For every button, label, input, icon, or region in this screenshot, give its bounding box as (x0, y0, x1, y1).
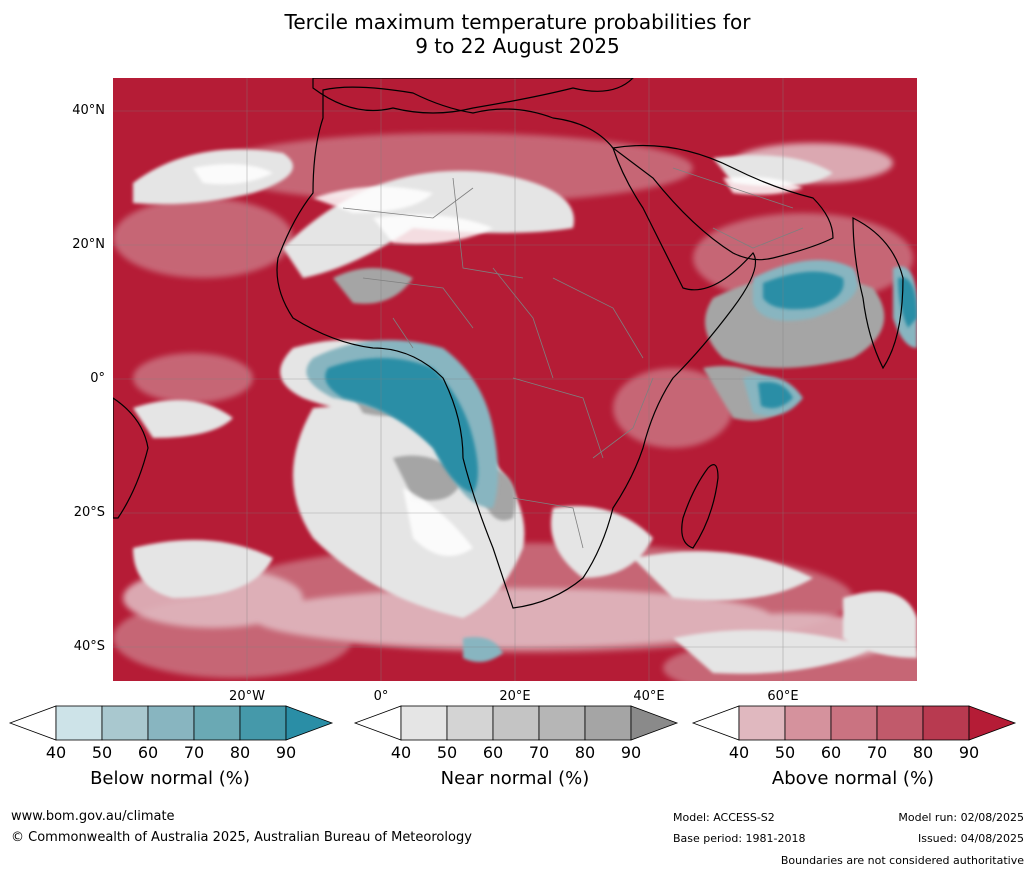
lon-label-0: 0° (373, 689, 389, 704)
lat-label-20n: 20°N (72, 237, 105, 252)
lat-label-0: 0° (90, 371, 105, 386)
above-normal-segment (738, 705, 786, 741)
map-title-line-2: 9 to 22 August 2025 (415, 34, 620, 58)
below-normal-over-triangle (285, 705, 334, 741)
above-normal-tick-label: 70 (866, 743, 888, 762)
near-normal-tick-label: 90 (620, 743, 642, 762)
legend-colorbar-near-normal (353, 705, 679, 741)
near-normal-tick-label: 80 (574, 743, 596, 762)
lon-label-60e: 60°E (767, 689, 799, 704)
above-normal-tick-label: 50 (774, 743, 796, 762)
madagascar-outline (681, 464, 719, 549)
below-normal-tick-label: 70 (183, 743, 205, 762)
near-normal-tick-label: 50 (436, 743, 458, 762)
legend-title-above-normal: Above normal (%) (771, 768, 935, 789)
below-normal-segment (101, 705, 149, 741)
country-borders (342, 167, 804, 549)
near-normal-tick-label: 40 (390, 743, 412, 762)
above-normal-pale-fields (123, 143, 893, 663)
below-normal-segment (147, 705, 195, 741)
below-normal-tick-label: 90 (275, 743, 297, 762)
near-normal-whiter-fields (193, 164, 803, 556)
near-normal-segment (446, 705, 494, 741)
near-normal-segment (492, 705, 540, 741)
legend-colorbar-below-normal (8, 705, 334, 741)
lat-label-40s: 40°S (73, 639, 105, 654)
footer-model: Model: ACCESS-S2 (673, 811, 775, 824)
map-canvas (113, 78, 917, 681)
above-normal-segment (784, 705, 832, 741)
near-normal-segment (400, 705, 448, 741)
above-normal-tick-label: 80 (912, 743, 934, 762)
below-normal-segment (193, 705, 241, 741)
lon-label-40e: 40°E (633, 689, 665, 704)
above-normal-tick-label: 40 (728, 743, 750, 762)
near-normal-tick-label: 60 (482, 743, 504, 762)
lon-label-20w: 20°W (229, 689, 265, 704)
legend-title-below-normal: Below normal (%) (90, 768, 250, 789)
europe-coastline (312, 78, 634, 114)
india-coastline (852, 217, 904, 370)
near-normal-under-triangle (353, 705, 402, 741)
arabia-coastline (611, 144, 834, 261)
footer-disclaimer: Boundaries are not considered authoritat… (780, 854, 1024, 867)
south-america-coastline (113, 397, 149, 519)
footer-copyright: © Commonwealth of Australia 2025, Austra… (11, 830, 472, 845)
footer-model-run: Model run: 02/08/2025 (898, 811, 1024, 824)
footer-base-period: Base period: 1981-2018 (673, 832, 806, 845)
below-normal-tick-label: 40 (45, 743, 67, 762)
legend-title-near-normal: Near normal (%) (440, 768, 590, 789)
below-normal-tick-label: 50 (91, 743, 113, 762)
africa-coastline (276, 86, 757, 609)
above-normal-segment (876, 705, 924, 741)
map-graticule (113, 78, 917, 681)
footer-issued: Issued: 04/08/2025 (917, 832, 1024, 845)
lon-label-20e: 20°E (499, 689, 531, 704)
below-normal-segment (55, 705, 103, 741)
near-normal-over-triangle (630, 705, 679, 741)
above-normal-segment (922, 705, 970, 741)
coastline-outlines (113, 78, 904, 609)
below-normal-segment (239, 705, 287, 741)
below-normal-under-triangle (8, 705, 57, 741)
footer-website: www.bom.gov.au/climate (11, 809, 175, 824)
above-normal-tick-label: 90 (958, 743, 980, 762)
below-normal-tick-label: 60 (137, 743, 159, 762)
near-normal-segment (584, 705, 632, 741)
lat-label-20s: 20°S (73, 505, 105, 520)
legend-colorbar-above-normal (691, 705, 1017, 741)
above-normal-segment (830, 705, 878, 741)
above-normal-over-triangle (968, 705, 1017, 741)
below-normal-tick-label: 80 (229, 743, 251, 762)
above-normal-tick-label: 60 (820, 743, 842, 762)
map-title-line-1: Tercile maximum temperature probabilitie… (284, 10, 751, 34)
lat-label-40n: 40°N (72, 103, 105, 118)
above-normal-under-triangle (691, 705, 740, 741)
near-normal-tick-label: 70 (528, 743, 550, 762)
probability-map (113, 78, 917, 681)
near-normal-segment (538, 705, 586, 741)
